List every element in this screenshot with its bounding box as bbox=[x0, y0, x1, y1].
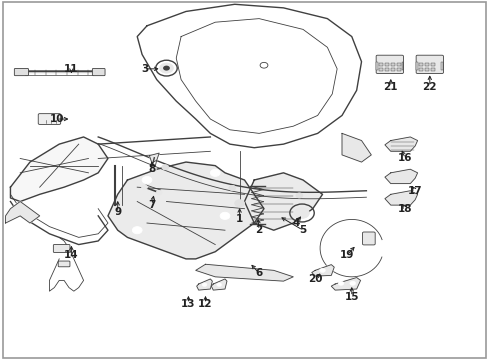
Polygon shape bbox=[311, 265, 333, 276]
Text: 14: 14 bbox=[64, 250, 79, 260]
FancyBboxPatch shape bbox=[401, 62, 403, 69]
Text: 8: 8 bbox=[148, 164, 155, 174]
Polygon shape bbox=[384, 169, 417, 184]
Circle shape bbox=[163, 66, 169, 71]
Polygon shape bbox=[330, 278, 360, 290]
Text: 2: 2 bbox=[255, 225, 262, 235]
FancyBboxPatch shape bbox=[390, 63, 394, 66]
Text: 19: 19 bbox=[339, 250, 353, 260]
FancyBboxPatch shape bbox=[58, 261, 70, 267]
FancyBboxPatch shape bbox=[424, 63, 428, 66]
Circle shape bbox=[162, 165, 168, 170]
Polygon shape bbox=[211, 279, 226, 290]
Text: 3: 3 bbox=[141, 64, 148, 74]
Text: 5: 5 bbox=[299, 225, 306, 235]
FancyBboxPatch shape bbox=[424, 68, 428, 71]
Text: 11: 11 bbox=[64, 64, 79, 74]
FancyBboxPatch shape bbox=[384, 68, 388, 71]
Circle shape bbox=[150, 167, 156, 171]
FancyBboxPatch shape bbox=[375, 62, 377, 69]
Text: 12: 12 bbox=[198, 299, 212, 309]
Polygon shape bbox=[10, 137, 108, 202]
FancyBboxPatch shape bbox=[396, 63, 400, 66]
Text: 18: 18 bbox=[397, 204, 412, 214]
Circle shape bbox=[142, 185, 147, 189]
FancyBboxPatch shape bbox=[418, 68, 422, 71]
Text: 21: 21 bbox=[383, 82, 397, 92]
Text: 9: 9 bbox=[114, 207, 121, 217]
FancyBboxPatch shape bbox=[430, 68, 434, 71]
Circle shape bbox=[202, 283, 206, 287]
Circle shape bbox=[349, 281, 355, 285]
FancyBboxPatch shape bbox=[418, 63, 422, 66]
Text: 16: 16 bbox=[397, 153, 412, 163]
FancyBboxPatch shape bbox=[378, 63, 382, 66]
Text: 10: 10 bbox=[49, 114, 64, 124]
Circle shape bbox=[234, 200, 244, 207]
FancyBboxPatch shape bbox=[390, 68, 394, 71]
Polygon shape bbox=[384, 191, 417, 205]
FancyBboxPatch shape bbox=[384, 63, 388, 66]
Text: 20: 20 bbox=[307, 274, 322, 284]
Text: 1: 1 bbox=[236, 215, 243, 224]
Text: 22: 22 bbox=[422, 82, 436, 92]
Circle shape bbox=[319, 268, 325, 273]
Text: 15: 15 bbox=[344, 292, 358, 302]
Text: 4: 4 bbox=[291, 218, 299, 228]
Polygon shape bbox=[5, 202, 40, 223]
Text: 13: 13 bbox=[181, 299, 195, 309]
Text: 7: 7 bbox=[148, 200, 155, 210]
Circle shape bbox=[142, 176, 152, 184]
Circle shape bbox=[156, 190, 162, 195]
FancyBboxPatch shape bbox=[415, 55, 443, 73]
Text: 6: 6 bbox=[255, 268, 262, 278]
FancyBboxPatch shape bbox=[378, 68, 382, 71]
FancyBboxPatch shape bbox=[362, 232, 374, 245]
FancyBboxPatch shape bbox=[441, 62, 443, 69]
FancyBboxPatch shape bbox=[14, 68, 28, 76]
Circle shape bbox=[210, 169, 220, 176]
Circle shape bbox=[220, 212, 229, 220]
FancyBboxPatch shape bbox=[38, 114, 61, 125]
Circle shape bbox=[159, 63, 173, 73]
Circle shape bbox=[228, 185, 235, 190]
Polygon shape bbox=[341, 134, 370, 162]
FancyBboxPatch shape bbox=[92, 68, 105, 76]
Circle shape bbox=[337, 281, 343, 285]
Polygon shape bbox=[195, 264, 293, 281]
Polygon shape bbox=[244, 173, 322, 230]
Polygon shape bbox=[149, 153, 159, 163]
FancyBboxPatch shape bbox=[375, 55, 403, 73]
Circle shape bbox=[132, 226, 142, 234]
Circle shape bbox=[216, 283, 221, 287]
Polygon shape bbox=[196, 279, 212, 290]
FancyBboxPatch shape bbox=[430, 63, 434, 66]
Circle shape bbox=[295, 193, 302, 198]
FancyBboxPatch shape bbox=[415, 62, 417, 69]
FancyBboxPatch shape bbox=[53, 244, 70, 252]
Polygon shape bbox=[384, 137, 417, 151]
Circle shape bbox=[294, 208, 309, 219]
Polygon shape bbox=[108, 162, 264, 259]
FancyBboxPatch shape bbox=[396, 68, 400, 71]
Text: 17: 17 bbox=[407, 186, 422, 196]
